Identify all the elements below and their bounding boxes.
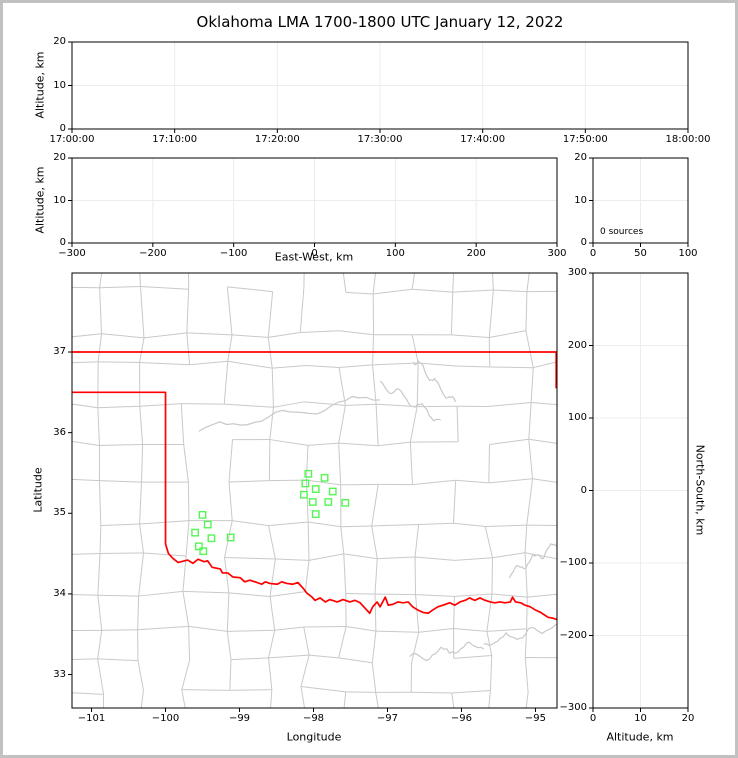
x-tick-label: 20 [681, 713, 695, 724]
y-tick-label: 33 [53, 668, 66, 680]
lma-station-marker [203, 520, 212, 529]
y-tick-label: 37 [53, 346, 66, 358]
y-tick-label: −300 [559, 702, 587, 713]
state-border-layer [72, 351, 557, 621]
y-tick-label: 0 [59, 123, 66, 134]
river-line [198, 395, 381, 432]
y-tick-label: 0 [580, 237, 587, 248]
x-tick-label: 17:00:00 [49, 134, 95, 145]
x-tick-label: 300 [547, 248, 567, 259]
y-tick-label: 10 [574, 194, 587, 206]
y-tick-label: 36 [53, 426, 66, 438]
lma-station-marker [199, 547, 208, 556]
panel-eastwest_height [68, 157, 558, 247]
x-tick-label: 17:10:00 [152, 134, 198, 145]
lma-station-marker [341, 498, 350, 507]
panel-time_height [68, 41, 689, 133]
x-tick-label: −98 [302, 713, 325, 724]
y-tick-label: 100 [567, 412, 587, 423]
river-line [379, 380, 441, 422]
northsouth-panel-right-ylabel: North-South, km [693, 444, 707, 536]
lma-station-marker [320, 473, 329, 482]
lma-station-marker [226, 533, 235, 542]
y-tick-label: 0 [59, 237, 66, 248]
x-tick-label: 17:30:00 [357, 134, 403, 145]
x-tick-label: 18:00:00 [665, 134, 711, 145]
lma-station-marker [311, 510, 320, 518]
map-xlabel: Longitude [286, 730, 342, 744]
map-layers [72, 273, 557, 708]
x-tick-label: −95 [524, 713, 547, 724]
lma-stations-layer [191, 469, 350, 556]
river-line [509, 543, 557, 579]
lma-station-marker [304, 469, 313, 478]
panel-histogram [589, 157, 689, 247]
lma-station-marker [301, 479, 310, 488]
lma-station-marker [328, 487, 337, 496]
eastwest-panel-xlabel: East-West, km [274, 250, 354, 264]
state-border-line [72, 391, 557, 621]
x-tick-label: 100 [678, 248, 698, 259]
source-count-annotation: 0 sources [600, 227, 644, 237]
x-tick-label: 17:20:00 [254, 134, 300, 145]
lma-station-marker [207, 534, 216, 543]
lma-station-marker [191, 528, 200, 537]
x-tick-label: −100 [219, 248, 248, 259]
x-tick-label: 50 [634, 248, 647, 259]
lma-station-marker [194, 542, 203, 551]
x-tick-label: 0 [589, 248, 597, 259]
panel-northsouth_height [589, 272, 689, 712]
x-tick-label: −101 [77, 713, 106, 724]
y-tick-label: 34 [53, 587, 66, 599]
lma-station-marker [311, 485, 320, 493]
x-tick-label: 100 [385, 248, 405, 259]
river-line [412, 360, 457, 403]
y-tick-label: −100 [559, 557, 587, 568]
x-tick-label: −96 [450, 713, 473, 724]
y-tick-label: 20 [53, 36, 66, 47]
x-tick-label: −200 [139, 248, 167, 259]
x-tick-label: 17:50:00 [562, 134, 608, 145]
x-tick-label: 17:40:00 [460, 134, 506, 145]
county-boundaries-layer [72, 273, 557, 708]
x-tick-label: −99 [228, 713, 251, 724]
x-tick-label: −97 [376, 713, 399, 724]
y-tick-label: 20 [574, 152, 587, 163]
y-tick-label: 200 [567, 339, 587, 351]
y-tick-label: 10 [53, 79, 66, 91]
x-tick-label: 10 [634, 713, 647, 724]
lma-station-marker [308, 498, 317, 506]
y-tick-label: 0 [580, 484, 587, 496]
x-tick-label: 200 [466, 248, 486, 259]
x-tick-label: 0 [589, 713, 597, 724]
panel-plan_view_map [68, 272, 558, 712]
y-tick-label: 300 [567, 267, 587, 278]
lma-station-marker [198, 510, 207, 519]
x-tick-label: 0 [311, 248, 318, 259]
lma-station-marker [299, 490, 308, 499]
y-tick-label: −200 [559, 629, 587, 641]
river-line [409, 641, 485, 662]
y-tick-label: 10 [53, 194, 66, 206]
y-tick-label: 20 [53, 152, 66, 163]
x-tick-label: −100 [151, 713, 180, 724]
figure-title: Oklahoma LMA 1700-1800 UTC January 12, 2… [196, 13, 564, 31]
northsouth-panel-xlabel: Altitude, km [606, 730, 674, 744]
river-line [483, 623, 557, 647]
y-tick-label: 35 [53, 507, 66, 519]
x-tick-label: −300 [58, 248, 86, 259]
lma-station-marker [324, 498, 333, 506]
map-ylabel: Latitude [31, 467, 45, 513]
